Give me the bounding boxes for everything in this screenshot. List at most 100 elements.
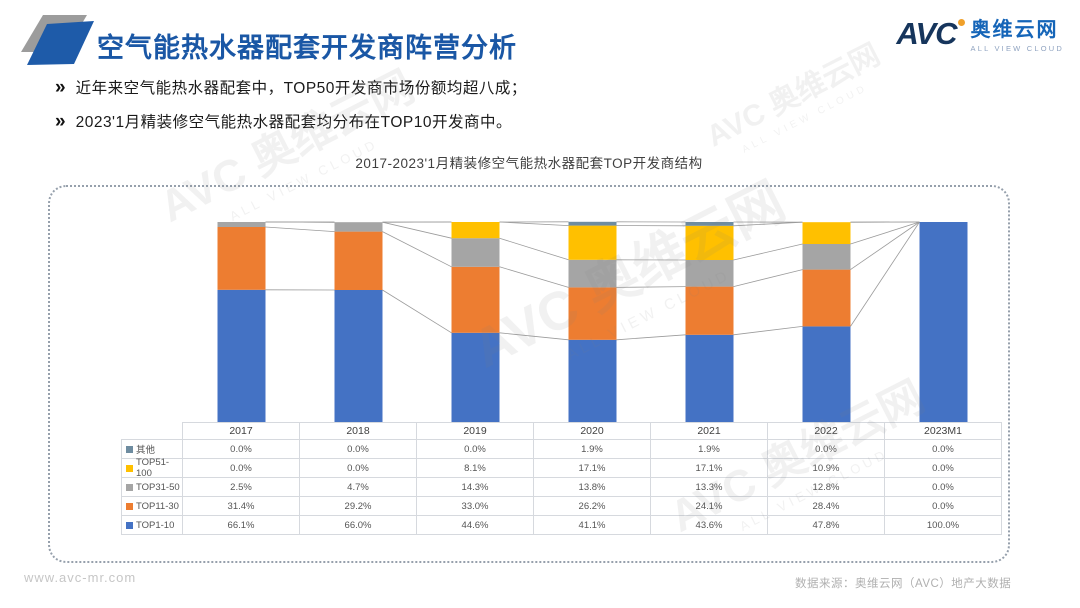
table-cell-TOP11-30-2017: 31.4% [183, 497, 300, 516]
table-cell-TOP1-10-2023M1: 100.0% [885, 516, 1002, 535]
series-line-TOP51-100 [733, 221, 803, 227]
series-line-TOP11-30 [265, 226, 335, 232]
bar-segment-其他-2021 [685, 222, 734, 226]
bar-segment-TOP11-30-2022 [802, 269, 851, 327]
data-source-note: 数据来源：奥维云网（AVC）地产大数据 [795, 578, 1012, 590]
table-row-label-TOP51-100: TOP51-100 [121, 457, 183, 479]
bar-segment-TOP31-50-2017 [217, 222, 266, 227]
legend-swatch-TOP11-30 [126, 502, 133, 510]
bar-segment-TOP11-30-2021 [685, 286, 734, 335]
logo-brand-block: 奥维云网 ALL VIEW CLOUD [971, 19, 1064, 53]
bar-segment-TOP31-50-2021 [685, 260, 734, 287]
bar-segment-TOP1-10-2019 [451, 332, 500, 422]
table-cell-其他-2017: 0.0% [183, 440, 300, 459]
summary-bullets: » 近年来空气能热水器配套中，TOP50开发商市场份额均超八成； » 2023'… [55, 76, 527, 144]
bar-segment-TOP31-50-2022 [802, 244, 851, 270]
table-cell-TOP51-100-2023M1: 0.0% [885, 459, 1002, 478]
chart-title: 2017-2023'1月精装修空气能热水器配套TOP开发商结构 [355, 156, 703, 171]
table-cell-TOP1-10-2021: 43.6% [651, 516, 768, 535]
bar-segment-TOP51-100-2021 [685, 225, 734, 260]
legend-swatch-其他 [126, 445, 133, 453]
table-cell-TOP11-30-2020: 26.2% [534, 497, 651, 516]
table-cell-其他-2023M1: 0.0% [885, 440, 1002, 459]
page-title: 空气能热水器配套开发商阵营分析 [97, 33, 517, 63]
bar-segment-TOP51-100-2020 [568, 225, 617, 260]
table-cell-TOP11-30-2022: 28.4% [768, 497, 885, 516]
website-url: www.avc-mr.com [24, 570, 137, 585]
bar-segment-TOP1-10-2020 [568, 339, 617, 422]
bar-segment-TOP1-10-2022 [802, 326, 851, 422]
chart-data-table: 2017 2018 2019 2020 2021 2022 2023M1 其他 0.0% 0.0%… [121, 422, 1002, 535]
bar-segment-TOP31-50-2019 [451, 238, 500, 267]
watermark: AVC 奥维云网 ALL VIEW CLOUD [701, 38, 886, 156]
table-header-2017: 2017 [183, 422, 300, 440]
table-cell-TOP31-50-2019: 14.3% [417, 478, 534, 497]
table-cell-TOP31-50-2021: 13.3% [651, 478, 768, 497]
logo-tagline: ALL VIEW CLOUD [970, 44, 1064, 53]
series-line-TOP1-10 [850, 221, 920, 327]
table-cell-其他-2022: 0.0% [768, 440, 885, 459]
table-cell-其他-2019: 0.0% [417, 440, 534, 459]
table-cell-TOP51-100-2020: 17.1% [534, 459, 651, 478]
avc-logo: AVC 奥维云网 ALL VIEW CLOUD [896, 18, 1064, 53]
table-header-2022: 2022 [768, 422, 885, 440]
bar-segment-TOP31-50-2020 [568, 259, 617, 288]
stacked-bar-chart [217, 221, 968, 422]
table-cell-TOP31-50-2017: 2.5% [183, 478, 300, 497]
table-cell-TOP11-30-2019: 33.0% [417, 497, 534, 516]
bar-segment-其他-2020 [568, 221, 617, 226]
table-header-2023M1: 2023M1 [885, 422, 1002, 440]
avc-logo-text: AVC [896, 18, 966, 49]
series-line-TOP1-10 [616, 334, 686, 341]
bullet-item: » 2023'1月精装修空气能热水器配套均分布在TOP10开发商中。 [55, 110, 527, 134]
double-chevron-icon: » [55, 77, 66, 98]
chart-panel: 2017 2018 2019 2020 2021 2022 2023M1 其他 0.0% 0.0%… [48, 185, 1010, 563]
table-header-2020: 2020 [534, 422, 651, 440]
logo-brand-name: 奥维云网 [970, 19, 1059, 41]
table-cell-TOP51-100-2022: 10.9% [768, 459, 885, 478]
table-cell-TOP11-30-2018: 29.2% [300, 497, 417, 516]
title-decoration-icon [21, 15, 94, 65]
series-line-TOP11-30 [616, 286, 686, 288]
table-header-2018: 2018 [300, 422, 417, 440]
table-cell-其他-2020: 1.9% [534, 440, 651, 459]
series-line-TOP11-30 [733, 269, 803, 287]
legend-swatch-TOP51-100 [126, 464, 133, 472]
table-cell-TOP1-10-2019: 44.6% [417, 516, 534, 535]
table-row-label-TOP1-10: TOP1-10 [121, 516, 183, 535]
bar-segment-TOP11-30-2020 [568, 287, 617, 340]
bar-segment-TOP11-30-2018 [334, 231, 383, 290]
table-cell-TOP51-100-2021: 17.1% [651, 459, 768, 478]
table-cell-TOP1-10-2022: 47.8% [768, 516, 885, 535]
bullet-text: 近年来空气能热水器配套中，TOP50开发商市场份额均超八成； [75, 80, 527, 97]
legend-swatch-TOP1-10 [126, 521, 133, 529]
series-line-TOP51-100 [499, 221, 569, 226]
table-cell-TOP11-30-2021: 24.1% [651, 497, 768, 516]
series-line-TOP11-30 [382, 231, 452, 268]
table-cell-TOP11-30-2023M1: 0.0% [885, 497, 1002, 516]
table-cell-TOP1-10-2018: 66.0% [300, 516, 417, 535]
series-line-TOP31-50 [382, 221, 452, 239]
table-cell-TOP51-100-2018: 0.0% [300, 459, 417, 478]
table-cell-TOP31-50-2023M1: 0.0% [885, 478, 1002, 497]
bar-segment-TOP11-30-2019 [451, 266, 500, 333]
table-corner-cell [121, 422, 183, 440]
table-row-label-TOP11-30: TOP11-30 [121, 497, 183, 516]
table-cell-TOP51-100-2017: 0.0% [183, 459, 300, 478]
series-line-TOP1-10 [382, 289, 452, 334]
series-line-TOP31-50 [499, 237, 569, 261]
bar-segment-TOP1-10-2017 [217, 289, 266, 422]
series-line-TOP11-30 [499, 266, 569, 288]
table-row-label-TOP31-50: TOP31-50 [121, 478, 183, 497]
table-header-2021: 2021 [651, 422, 768, 440]
bar-segment-TOP51-100-2022 [802, 222, 851, 244]
logo-dot-icon [957, 19, 965, 26]
table-cell-TOP31-50-2018: 4.7% [300, 478, 417, 497]
series-line-TOP11-30 [850, 221, 920, 270]
bar-segment-TOP11-30-2017 [217, 227, 266, 290]
table-cell-其他-2018: 0.0% [300, 440, 417, 459]
table-cell-TOP31-50-2022: 12.8% [768, 478, 885, 497]
table-row-label-其他: 其他 [121, 440, 183, 459]
series-line-TOP31-50 [733, 243, 803, 261]
table-header-2019: 2019 [417, 422, 534, 440]
